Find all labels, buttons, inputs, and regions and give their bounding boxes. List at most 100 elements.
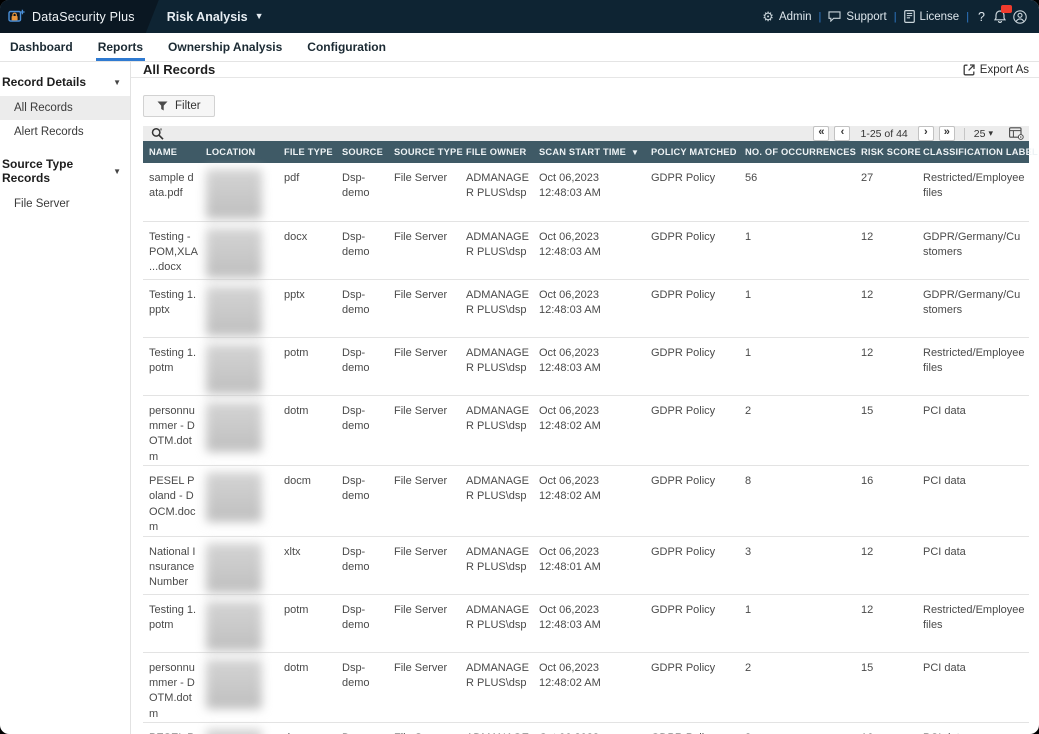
column-header[interactable]: NAME	[143, 141, 200, 163]
column-header[interactable]: SCAN START TIME ▼	[533, 141, 645, 163]
filter-button[interactable]: Filter	[143, 95, 215, 117]
app-title: DataSecurity Plus	[32, 9, 135, 24]
tab-reports[interactable]: Reports	[95, 33, 146, 61]
cell-name[interactable]: personnummer - DOTM.dotm	[143, 652, 200, 724]
sidebar-item-file-server[interactable]: File Server	[14, 198, 70, 210]
table-row[interactable]: personnummer - DOTM.dotm dotm Dsp-demo F…	[143, 652, 1029, 724]
table-row[interactable]: sample data.pdf pdf Dsp-demo File Server…	[143, 163, 1029, 222]
column-header[interactable]: SOURCE	[336, 141, 388, 163]
funnel-icon	[157, 101, 168, 111]
tab-configuration[interactable]: Configuration	[307, 40, 386, 54]
column-chooser-button[interactable]	[1009, 127, 1024, 140]
cell-source: Dsp-demo	[336, 279, 388, 338]
sidebar-section-source-type-records[interactable]: Source Type Records ▼	[0, 150, 130, 192]
table-row[interactable]: National Insurance Number xltx Dsp-demo …	[143, 536, 1029, 595]
table-row[interactable]: PESEL Poland - DOCM.docm docm Dsp-demo F…	[143, 722, 1029, 734]
gear-icon: ⚙	[762, 9, 774, 24]
table-row[interactable]: Testing 1.potm potm Dsp-demo File Server…	[143, 594, 1029, 653]
column-header[interactable]: LOCATION	[200, 141, 278, 163]
brand[interactable]: DataSecurity Plus	[0, 0, 159, 33]
cell-source: Dsp-demo	[336, 652, 388, 724]
cell-policy-matched: GDPR Policy	[645, 163, 739, 222]
cell-risk-score: 27	[855, 163, 917, 222]
cell-file-type: pptx	[278, 279, 336, 338]
cell-source-type: File Server	[388, 221, 460, 280]
page-size-value: 25	[973, 127, 986, 140]
table-row[interactable]: PESEL Poland - DOCM.docm docm Dsp-demo F…	[143, 465, 1029, 537]
sidebar: Record Details ▼ All Records Alert Recor…	[0, 62, 131, 734]
cell-occurrences: 8	[739, 722, 855, 734]
cell-scan-start-time: Oct 06,2023 12:48:03 AM	[533, 163, 645, 222]
cell-name[interactable]: Testing 1.pptx	[143, 279, 200, 338]
column-header[interactable]: FILE OWNER	[460, 141, 533, 163]
last-page-button[interactable]: »	[938, 126, 955, 141]
notifications-button[interactable]	[994, 5, 1012, 23]
export-as-button[interactable]: Export As	[963, 64, 1029, 76]
cell-source-type: File Server	[388, 163, 460, 222]
table-body: sample data.pdf pdf Dsp-demo File Server…	[143, 163, 1029, 734]
cell-name[interactable]: Testing 1.potm	[143, 337, 200, 396]
cell-location	[200, 337, 278, 396]
cell-occurrences: 1	[739, 221, 855, 280]
cell-file-type: docm	[278, 465, 336, 537]
column-header[interactable]: RISK SCORE	[855, 141, 921, 163]
column-header[interactable]: POLICY MATCHED	[645, 141, 739, 163]
cell-location	[200, 536, 278, 595]
user-menu-button[interactable]	[1013, 9, 1027, 24]
redacted-location	[206, 542, 262, 593]
cell-source: Dsp-demo	[336, 722, 388, 734]
column-header[interactable]: FILE TYPE	[278, 141, 336, 163]
admin-link[interactable]: ⚙ Admin	[762, 10, 811, 23]
cell-scan-start-time: Oct 06,2023 12:48:02 AM	[533, 722, 645, 734]
next-page-button[interactable]: ›	[917, 126, 934, 141]
chevron-down-icon: ▼	[113, 166, 121, 176]
cell-name[interactable]: Testing 1.potm	[143, 594, 200, 653]
cell-name[interactable]: personnummer - DOTM.dotm	[143, 395, 200, 467]
redacted-location	[206, 227, 262, 278]
cell-occurrences: 1	[739, 337, 855, 396]
document-icon	[903, 10, 915, 23]
search-icon[interactable]	[151, 127, 164, 140]
cell-classification-label: GDPR/Germany/Customers	[917, 221, 1029, 280]
first-page-button[interactable]: «	[813, 126, 830, 141]
sidebar-item-all-records[interactable]: All Records	[0, 96, 130, 120]
sidebar-section-record-details[interactable]: Record Details ▼	[0, 68, 130, 96]
cell-source-type: File Server	[388, 337, 460, 396]
tab-dashboard[interactable]: Dashboard	[10, 40, 73, 54]
cell-name[interactable]: Testing - POM,XLA ...docx	[143, 221, 200, 280]
table-row[interactable]: Testing 1.potm potm Dsp-demo File Server…	[143, 337, 1029, 396]
help-button[interactable]: ?	[978, 9, 985, 24]
module-switcher[interactable]: Risk Analysis ▼	[167, 10, 264, 24]
cell-name[interactable]: National Insurance Number	[143, 536, 200, 595]
table-row[interactable]: Testing - POM,XLA ...docx docx Dsp-demo …	[143, 221, 1029, 280]
cell-policy-matched: GDPR Policy	[645, 337, 739, 396]
license-label: License	[919, 10, 960, 23]
page-size-dropdown[interactable]: 25 ▾	[974, 128, 993, 140]
pagination-range: 1-25 of 44	[860, 127, 908, 140]
cell-file-owner: ADMANAGER PLUS\dsp	[460, 163, 533, 222]
cell-risk-score: 16	[855, 465, 917, 537]
column-header[interactable]: SOURCE TYPE	[388, 141, 463, 163]
cell-scan-start-time: Oct 06,2023 12:48:02 AM	[533, 465, 645, 537]
column-header[interactable]: CLASSIFICATION LABEL	[917, 141, 1038, 163]
cell-source: Dsp-demo	[336, 465, 388, 537]
cell-classification-label: PCI data	[917, 652, 1029, 724]
cell-file-owner: ADMANAGER PLUS\dsp	[460, 395, 533, 467]
table-row[interactable]: Testing 1.pptx pptx Dsp-demo File Server…	[143, 279, 1029, 338]
license-link[interactable]: License	[903, 10, 960, 23]
cell-name[interactable]: PESEL Poland - DOCM.docm	[143, 722, 200, 734]
cell-location	[200, 221, 278, 280]
redacted-location	[206, 658, 262, 709]
sidebar-item-alert-records[interactable]: Alert Records	[14, 126, 84, 138]
table-row[interactable]: personnummer - DOTM.dotm dotm Dsp-demo F…	[143, 395, 1029, 467]
cell-policy-matched: GDPR Policy	[645, 279, 739, 338]
cell-name[interactable]: sample data.pdf	[143, 163, 200, 222]
column-header[interactable]: NO. OF OCCURRENCES	[739, 141, 856, 163]
support-link[interactable]: Support	[828, 11, 887, 23]
tab-ownership-analysis[interactable]: Ownership Analysis	[168, 40, 283, 54]
prev-page-button[interactable]: ‹	[834, 126, 851, 141]
cell-name[interactable]: PESEL Poland - DOCM.docm	[143, 465, 200, 537]
cell-source: Dsp-demo	[336, 221, 388, 280]
chevron-down-icon: ▼	[254, 11, 264, 21]
